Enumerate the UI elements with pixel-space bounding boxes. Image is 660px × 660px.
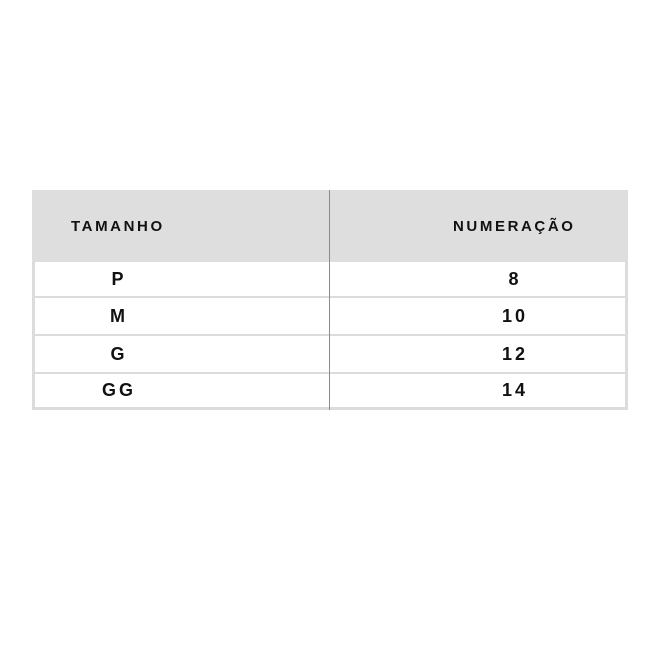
size-cell: GG	[101, 380, 136, 400]
number-cell: 8	[508, 268, 522, 289]
table-row: P 8	[35, 262, 625, 296]
size-table: TAMANHO NUMERAÇÃO P 8 M 10 G 12 GG 14	[32, 190, 628, 410]
table-header: TAMANHO NUMERAÇÃO	[32, 190, 628, 262]
table-row: M 10	[35, 298, 625, 334]
size-cell: P	[111, 268, 127, 289]
header-number: NUMERAÇÃO	[453, 218, 576, 235]
table-row: G 12	[35, 336, 625, 372]
header-size: TAMANHO	[71, 218, 165, 235]
size-cell: G	[110, 343, 128, 364]
size-cell: M	[110, 305, 128, 326]
number-cell: 12	[501, 343, 529, 364]
number-cell: 10	[501, 305, 529, 326]
table-row: GG 14	[35, 374, 625, 407]
column-divider	[329, 190, 330, 410]
number-cell: 14	[501, 380, 529, 400]
